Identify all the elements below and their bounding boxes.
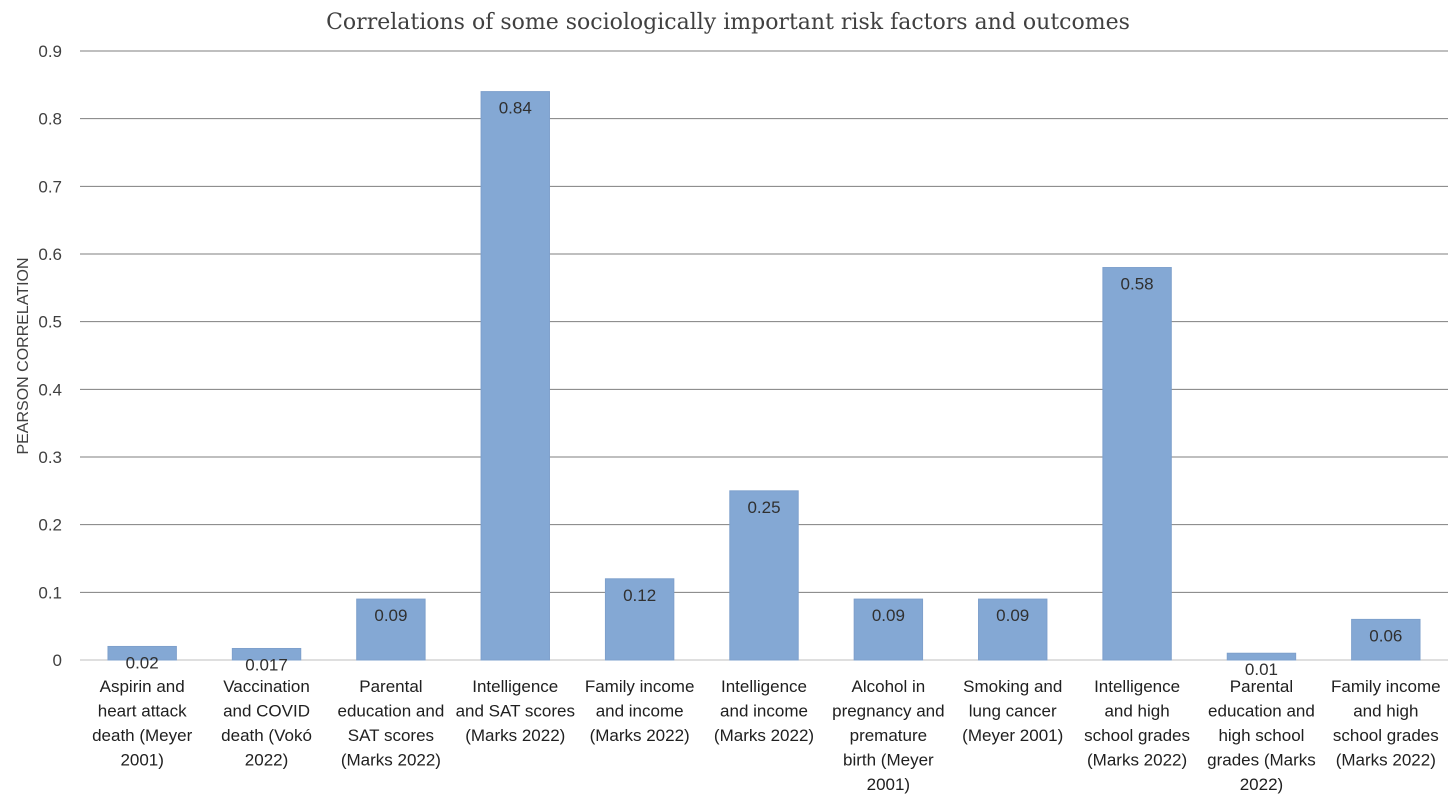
category-label-line: Intelligence xyxy=(472,677,558,696)
category-label-line: 2001) xyxy=(867,775,910,794)
category-label-line: school grades xyxy=(1084,726,1190,745)
data-label: 0.02 xyxy=(126,653,159,672)
category-label: Alcohol in pregnancy and premature birth (M… xyxy=(832,677,944,794)
category-label-line: Parental xyxy=(1230,677,1293,696)
category-label: Parental education and high school grades (… xyxy=(1207,677,1316,794)
data-label: 0.06 xyxy=(1369,626,1402,645)
category-label-line: and SAT scores xyxy=(456,702,575,721)
category-label-line: heart attack xyxy=(98,702,187,721)
category-label: Intelligence and high school grades (Marks … xyxy=(1084,677,1190,770)
category-label-line: and high xyxy=(1353,702,1418,721)
category-label-line: and income xyxy=(720,702,808,721)
bar xyxy=(231,647,302,661)
category-label-line: Alcohol in xyxy=(852,677,926,696)
bar xyxy=(729,490,799,661)
category-label-line: grades (Marks xyxy=(1207,751,1316,770)
category-label-line: death (Meyer xyxy=(92,726,192,745)
category-label: Parental education and SAT scores (Marks 20… xyxy=(337,677,444,770)
category-label-line: Family income xyxy=(1331,677,1441,696)
category-label-line: lung cancer xyxy=(969,702,1057,721)
category-label-line: 2022) xyxy=(245,751,288,770)
category-label-line: pregnancy and xyxy=(832,702,944,721)
bar xyxy=(853,598,924,661)
data-label: 0.09 xyxy=(374,606,407,625)
bar xyxy=(1226,652,1297,661)
category-label-line: and high xyxy=(1104,702,1169,721)
category-label-line: (Meyer 2001) xyxy=(962,726,1063,745)
category-label-line: (Marks 2022) xyxy=(1087,751,1187,770)
category-label-line: SAT scores xyxy=(348,726,434,745)
y-tick-label: 0.5 xyxy=(38,313,62,332)
chart-title: Correlations of some sociologically impo… xyxy=(326,10,1130,35)
bar xyxy=(356,598,426,661)
y-tick-label: 0.6 xyxy=(38,245,62,264)
y-tick-label: 0.1 xyxy=(38,583,62,602)
category-label-line: school grades xyxy=(1333,726,1439,745)
y-tick-label: 0.4 xyxy=(38,380,62,399)
category-label: Family income and high school grades (Marks… xyxy=(1331,677,1441,770)
category-label-line: 2001) xyxy=(120,751,163,770)
category-label-line: and COVID xyxy=(223,702,310,721)
category-label: Family income and income (Marks 2022) xyxy=(585,677,695,745)
category-label-line: Vaccination xyxy=(223,677,310,696)
category-label-line: Aspirin and xyxy=(100,677,185,696)
category-label-line: 2022) xyxy=(1240,775,1283,794)
data-label: 0.12 xyxy=(623,586,656,605)
data-labels: 0.02 0.017 0.09 0.84 0.12 0.25 0.09 0.09 0.58 0.0… xyxy=(126,99,1403,680)
bar xyxy=(107,645,177,661)
category-label: Smoking and lung cancer (Meyer 2001) xyxy=(962,677,1063,745)
category-label-line: (Marks 2022) xyxy=(714,726,814,745)
category-label-line: education and xyxy=(1208,702,1315,721)
bar xyxy=(604,578,675,661)
bars xyxy=(107,91,1421,661)
category-label-line: birth (Meyer xyxy=(843,751,934,770)
y-tick-label: 0.3 xyxy=(38,448,62,467)
y-tick-label: 0.2 xyxy=(38,516,62,535)
category-label-line: Intelligence xyxy=(721,677,807,696)
bar xyxy=(1351,618,1421,661)
data-label: 0.09 xyxy=(996,606,1029,625)
data-label: 0.01 xyxy=(1245,660,1278,679)
y-tick-labels: 0 0.1 0.2 0.3 0.4 0.5 0.6 0.7 0.8 0.9 xyxy=(38,42,62,670)
category-label: Intelligence and SAT scores (Marks 2022) xyxy=(456,677,575,745)
bar xyxy=(978,598,1048,661)
category-label-line: death (Vokó xyxy=(221,726,312,745)
category-label-line: education and xyxy=(337,702,444,721)
y-tick-label: 0.8 xyxy=(38,110,62,129)
category-label-line: Intelligence xyxy=(1094,677,1180,696)
data-label: 0.017 xyxy=(245,655,288,674)
data-label: 0.25 xyxy=(747,498,780,517)
category-label: Intelligence and income (Marks 2022) xyxy=(714,677,814,745)
bar xyxy=(480,91,550,661)
data-label: 0.84 xyxy=(499,99,532,118)
category-label-line: (Marks 2022) xyxy=(1336,751,1436,770)
category-label: Aspirin and heart attack death (Meyer 2001) xyxy=(92,677,192,770)
category-label-line: premature xyxy=(850,726,927,745)
category-label: Vaccination and COVID death (Vokó 2022) xyxy=(221,677,312,770)
data-label: 0.09 xyxy=(872,606,905,625)
gridlines xyxy=(80,50,1448,661)
category-label-line: (Marks 2022) xyxy=(341,751,441,770)
category-label-line: Family income xyxy=(585,677,695,696)
bar xyxy=(1102,267,1172,661)
category-label-line: Parental xyxy=(359,677,422,696)
category-label-line: (Marks 2022) xyxy=(465,726,565,745)
category-label-line: high school xyxy=(1218,726,1304,745)
category-label-line: Smoking and xyxy=(963,677,1062,696)
category-label-line: and income xyxy=(596,702,684,721)
category-labels: Aspirin and heart attack death (Meyer 2001)… xyxy=(92,677,1441,794)
y-axis-label: PEARSON CORRELATION xyxy=(15,257,32,454)
y-tick-label: 0 xyxy=(53,651,62,670)
category-label-line: (Marks 2022) xyxy=(590,726,690,745)
y-tick-label: 0.9 xyxy=(38,42,62,61)
y-tick-label: 0.7 xyxy=(38,177,62,196)
data-label: 0.58 xyxy=(1121,275,1154,294)
